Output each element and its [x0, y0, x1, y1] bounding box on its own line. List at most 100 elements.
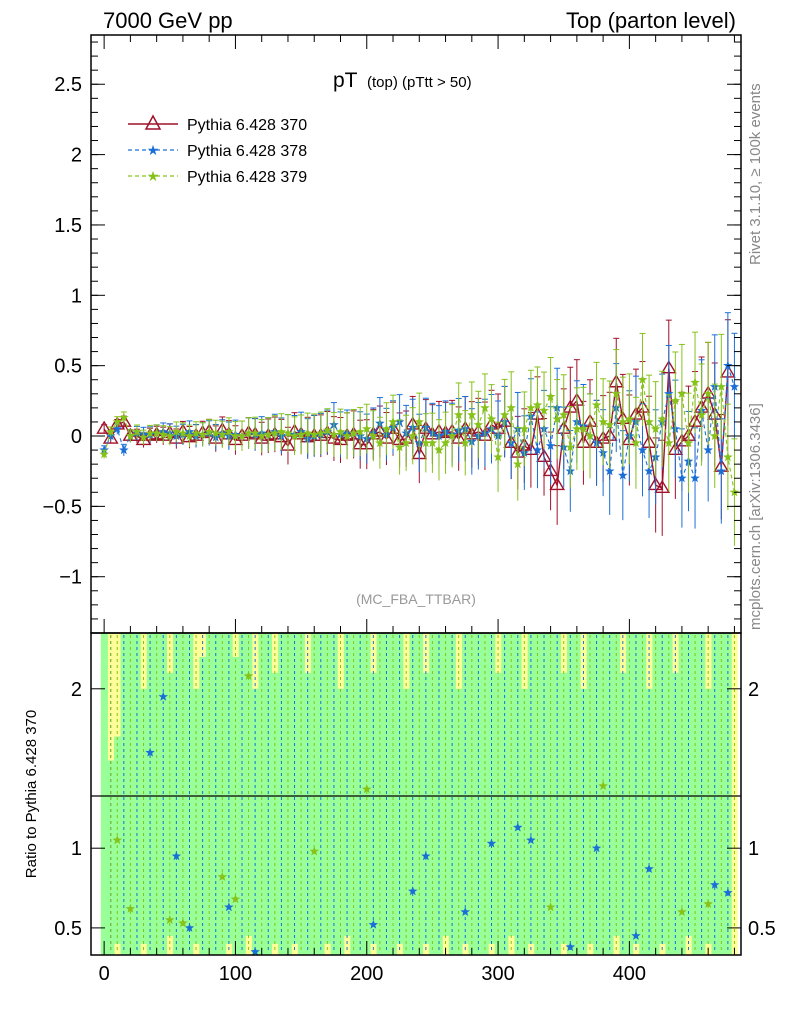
main-ytick-label: 1 — [71, 285, 82, 307]
data-point — [480, 402, 490, 412]
data-point — [427, 438, 438, 448]
data-point — [289, 431, 300, 441]
data-point — [683, 438, 694, 448]
main-axis-ticks: −1 −0.5 0 0.5 1 1.5 2 2.5 — [43, 41, 741, 634]
ratio-inner-band-bin — [488, 633, 496, 944]
data-point — [112, 424, 122, 433]
data-point — [401, 438, 411, 448]
data-point — [355, 426, 365, 436]
data-point — [243, 428, 254, 438]
data-point — [362, 424, 372, 433]
ratio-inner-band-bin — [507, 633, 515, 936]
data-point — [211, 428, 221, 438]
data-point — [329, 429, 339, 439]
data-point — [250, 428, 260, 438]
data-point — [611, 388, 621, 398]
ratio-data-point — [362, 784, 372, 794]
ratio-inner-band-bin — [324, 633, 332, 944]
watermark: (MC_FBA_TTBAR) — [356, 591, 476, 607]
ratio-inner-band-bin — [442, 633, 450, 936]
ratio-ytick-label: 0.5 — [54, 918, 82, 940]
ratio-series-group — [110, 635, 735, 956]
data-point — [322, 425, 333, 435]
ratio-inner-band-bin — [100, 633, 108, 955]
data-point — [394, 442, 405, 452]
data-point — [552, 414, 562, 424]
svg-text:★: ★ — [147, 169, 160, 185]
ratio-data-point — [243, 671, 254, 681]
ratio-data-point — [408, 886, 418, 896]
side-label-lower: mcplots.cern.ch [arXiv:1306.3436] — [747, 403, 764, 630]
data-point — [184, 431, 195, 441]
data-point — [440, 438, 451, 448]
ratio-data-point — [230, 894, 241, 904]
data-point — [493, 452, 503, 462]
ratio-ytick-label-right: 2 — [748, 679, 759, 701]
ratio-data-point — [591, 843, 602, 853]
ratio-series-1 — [110, 635, 733, 956]
ratio-data-point — [309, 846, 319, 856]
data-point — [690, 377, 700, 387]
data-point — [572, 424, 582, 433]
data-point — [257, 431, 267, 441]
data-point — [670, 395, 681, 405]
ratio-data-point — [644, 863, 654, 873]
ratio-data-point — [460, 907, 470, 916]
x-tick-label: 0 — [99, 963, 110, 985]
data-point — [112, 416, 122, 426]
data-point — [447, 431, 457, 441]
ratio-data-point — [526, 835, 536, 845]
ratio-data-point — [178, 918, 188, 928]
data-point — [191, 428, 201, 438]
data-point — [723, 452, 733, 462]
data-point — [624, 414, 635, 424]
ratio-inner-band-bin — [632, 633, 640, 944]
data-point — [473, 419, 484, 429]
legend-label-378: Pythia 6.428 378 — [187, 143, 307, 160]
data-point — [408, 431, 418, 441]
header-left: 7000 GeV pp — [103, 8, 233, 33]
ratio-ytick-label: 1 — [71, 838, 82, 860]
data-point — [526, 402, 536, 412]
data-point — [549, 476, 566, 491]
data-point — [309, 429, 319, 439]
data-point — [283, 428, 293, 438]
data-point — [696, 409, 707, 419]
data-point — [165, 431, 175, 441]
data-point — [434, 445, 444, 455]
data-point — [375, 438, 385, 448]
side-label-upper: Rivet 3.1.10, ≥ 100k events — [747, 83, 764, 265]
ratio-data-point — [224, 902, 234, 912]
data-point — [158, 429, 168, 439]
ratio-data-point — [125, 903, 136, 913]
data-point — [197, 429, 208, 439]
data-point — [178, 428, 188, 438]
ratio-inner-band-bin — [586, 633, 594, 944]
data-point — [105, 426, 116, 436]
data-point — [381, 424, 392, 433]
ratio-data-point — [145, 747, 155, 757]
legend-entry-370: Pythia 6.428 370 — [128, 114, 307, 134]
ratio-inner-band-bin — [560, 672, 568, 944]
ratio-data-point — [184, 922, 195, 932]
data-point — [499, 409, 510, 419]
data-point — [618, 470, 628, 480]
data-point — [453, 409, 464, 419]
data-point — [276, 426, 287, 436]
ratio-data-point — [112, 835, 122, 845]
plot-title-main: pT — [333, 69, 358, 92]
data-point — [263, 429, 273, 439]
data-point — [138, 432, 149, 442]
data-point — [657, 414, 667, 424]
main-series-group — [96, 312, 740, 546]
data-point — [578, 424, 589, 433]
ratio-y-label: Ratio to Pythia 6.428 370 — [23, 710, 40, 878]
ratio-data-point — [217, 871, 228, 881]
main-ytick-label: 0 — [71, 426, 82, 448]
data-point — [565, 442, 575, 452]
ratio-inner-band-bin — [658, 633, 666, 944]
ratio-inner-band-bin — [494, 672, 502, 955]
ratio-inner-band-bin — [245, 633, 253, 936]
data-point — [230, 431, 241, 441]
